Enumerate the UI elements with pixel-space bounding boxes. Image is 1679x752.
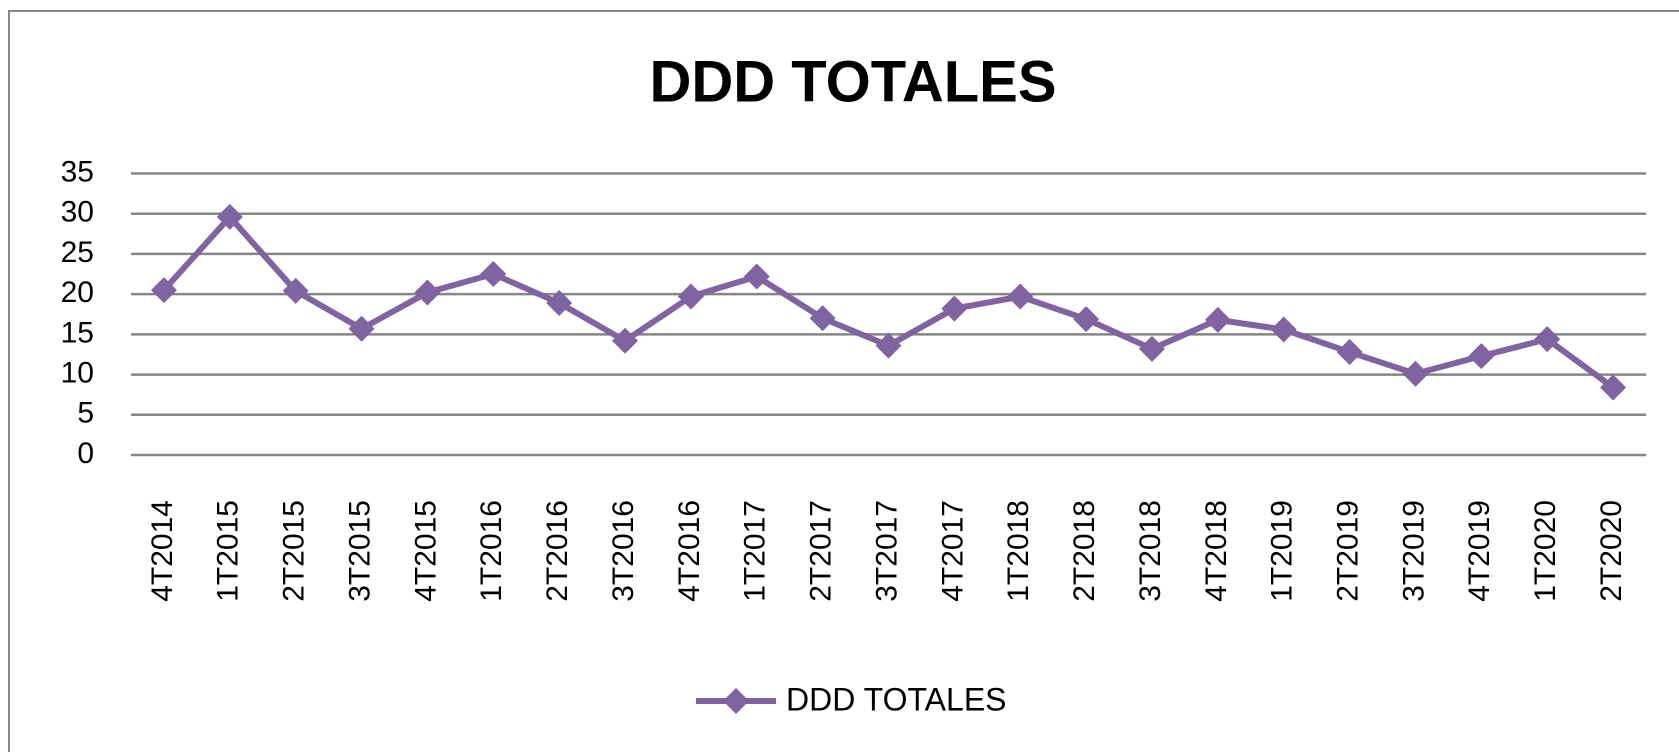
marker: [546, 289, 573, 316]
marker: [1468, 343, 1495, 370]
x-tick-label: 4T2014: [146, 500, 179, 602]
x-tick-label: 2T2015: [278, 500, 311, 602]
x-tick-label: 3T2019: [1397, 500, 1430, 602]
marker: [941, 295, 968, 322]
marker: [1336, 339, 1363, 366]
marker: [1600, 374, 1627, 401]
x-tick-label: 1T2016: [475, 500, 508, 602]
x-tick-label: 1T2018: [1002, 500, 1035, 602]
marker: [150, 277, 177, 304]
x-tick-label: 3T2017: [870, 500, 903, 602]
marker: [1534, 326, 1561, 353]
marker: [809, 305, 836, 332]
y-tick-label: 15: [61, 316, 94, 349]
legend-marker: [723, 688, 749, 714]
marker: [1138, 335, 1165, 362]
y-tick-label: 20: [61, 276, 94, 309]
marker: [1073, 306, 1100, 333]
y-tick-label: 0: [77, 437, 94, 470]
y-tick-label: 10: [61, 356, 94, 389]
marker: [1007, 283, 1034, 310]
x-tick-label: 3T2016: [607, 500, 640, 602]
x-tick-label: 2T2016: [541, 500, 574, 602]
legend-label: DDD TOTALES: [786, 681, 1007, 717]
x-tick-label: 2T2020: [1595, 500, 1628, 602]
marker: [480, 261, 507, 288]
x-tick-label: 1T2017: [739, 500, 772, 602]
chart-frame: [8, 10, 1679, 752]
marker: [1402, 360, 1429, 387]
marker: [1270, 316, 1297, 343]
marker: [677, 283, 704, 310]
marker: [216, 203, 243, 230]
x-tick-label: 1T2020: [1529, 500, 1562, 602]
x-tick-label: 1T2019: [1266, 500, 1299, 602]
y-tick-label: 30: [61, 196, 94, 229]
chart-title: DDD TOTALES: [649, 49, 1056, 114]
x-tick-label: 3T2015: [343, 500, 376, 602]
x-tick-label: 2T2017: [805, 500, 838, 602]
marker: [743, 263, 770, 290]
x-tick-label: 4T2017: [936, 500, 969, 602]
y-tick-label: 25: [61, 236, 94, 269]
x-tick-label: 4T2015: [409, 500, 442, 602]
marker: [414, 279, 441, 306]
x-tick-label: 4T2019: [1463, 500, 1496, 602]
marker: [875, 332, 902, 359]
x-tick-label: 2T2019: [1332, 500, 1365, 602]
y-tick-label: 5: [77, 397, 94, 430]
marker: [348, 315, 375, 342]
marker: [282, 277, 309, 304]
marker: [612, 327, 639, 354]
x-tick-label: 4T2016: [673, 500, 706, 602]
x-tick-label: 4T2018: [1200, 500, 1233, 602]
marker: [1204, 306, 1231, 333]
x-tick-label: 1T2015: [212, 500, 245, 602]
y-tick-label: 35: [61, 155, 94, 188]
x-tick-label: 3T2018: [1134, 500, 1167, 602]
x-tick-label: 2T2018: [1068, 500, 1101, 602]
